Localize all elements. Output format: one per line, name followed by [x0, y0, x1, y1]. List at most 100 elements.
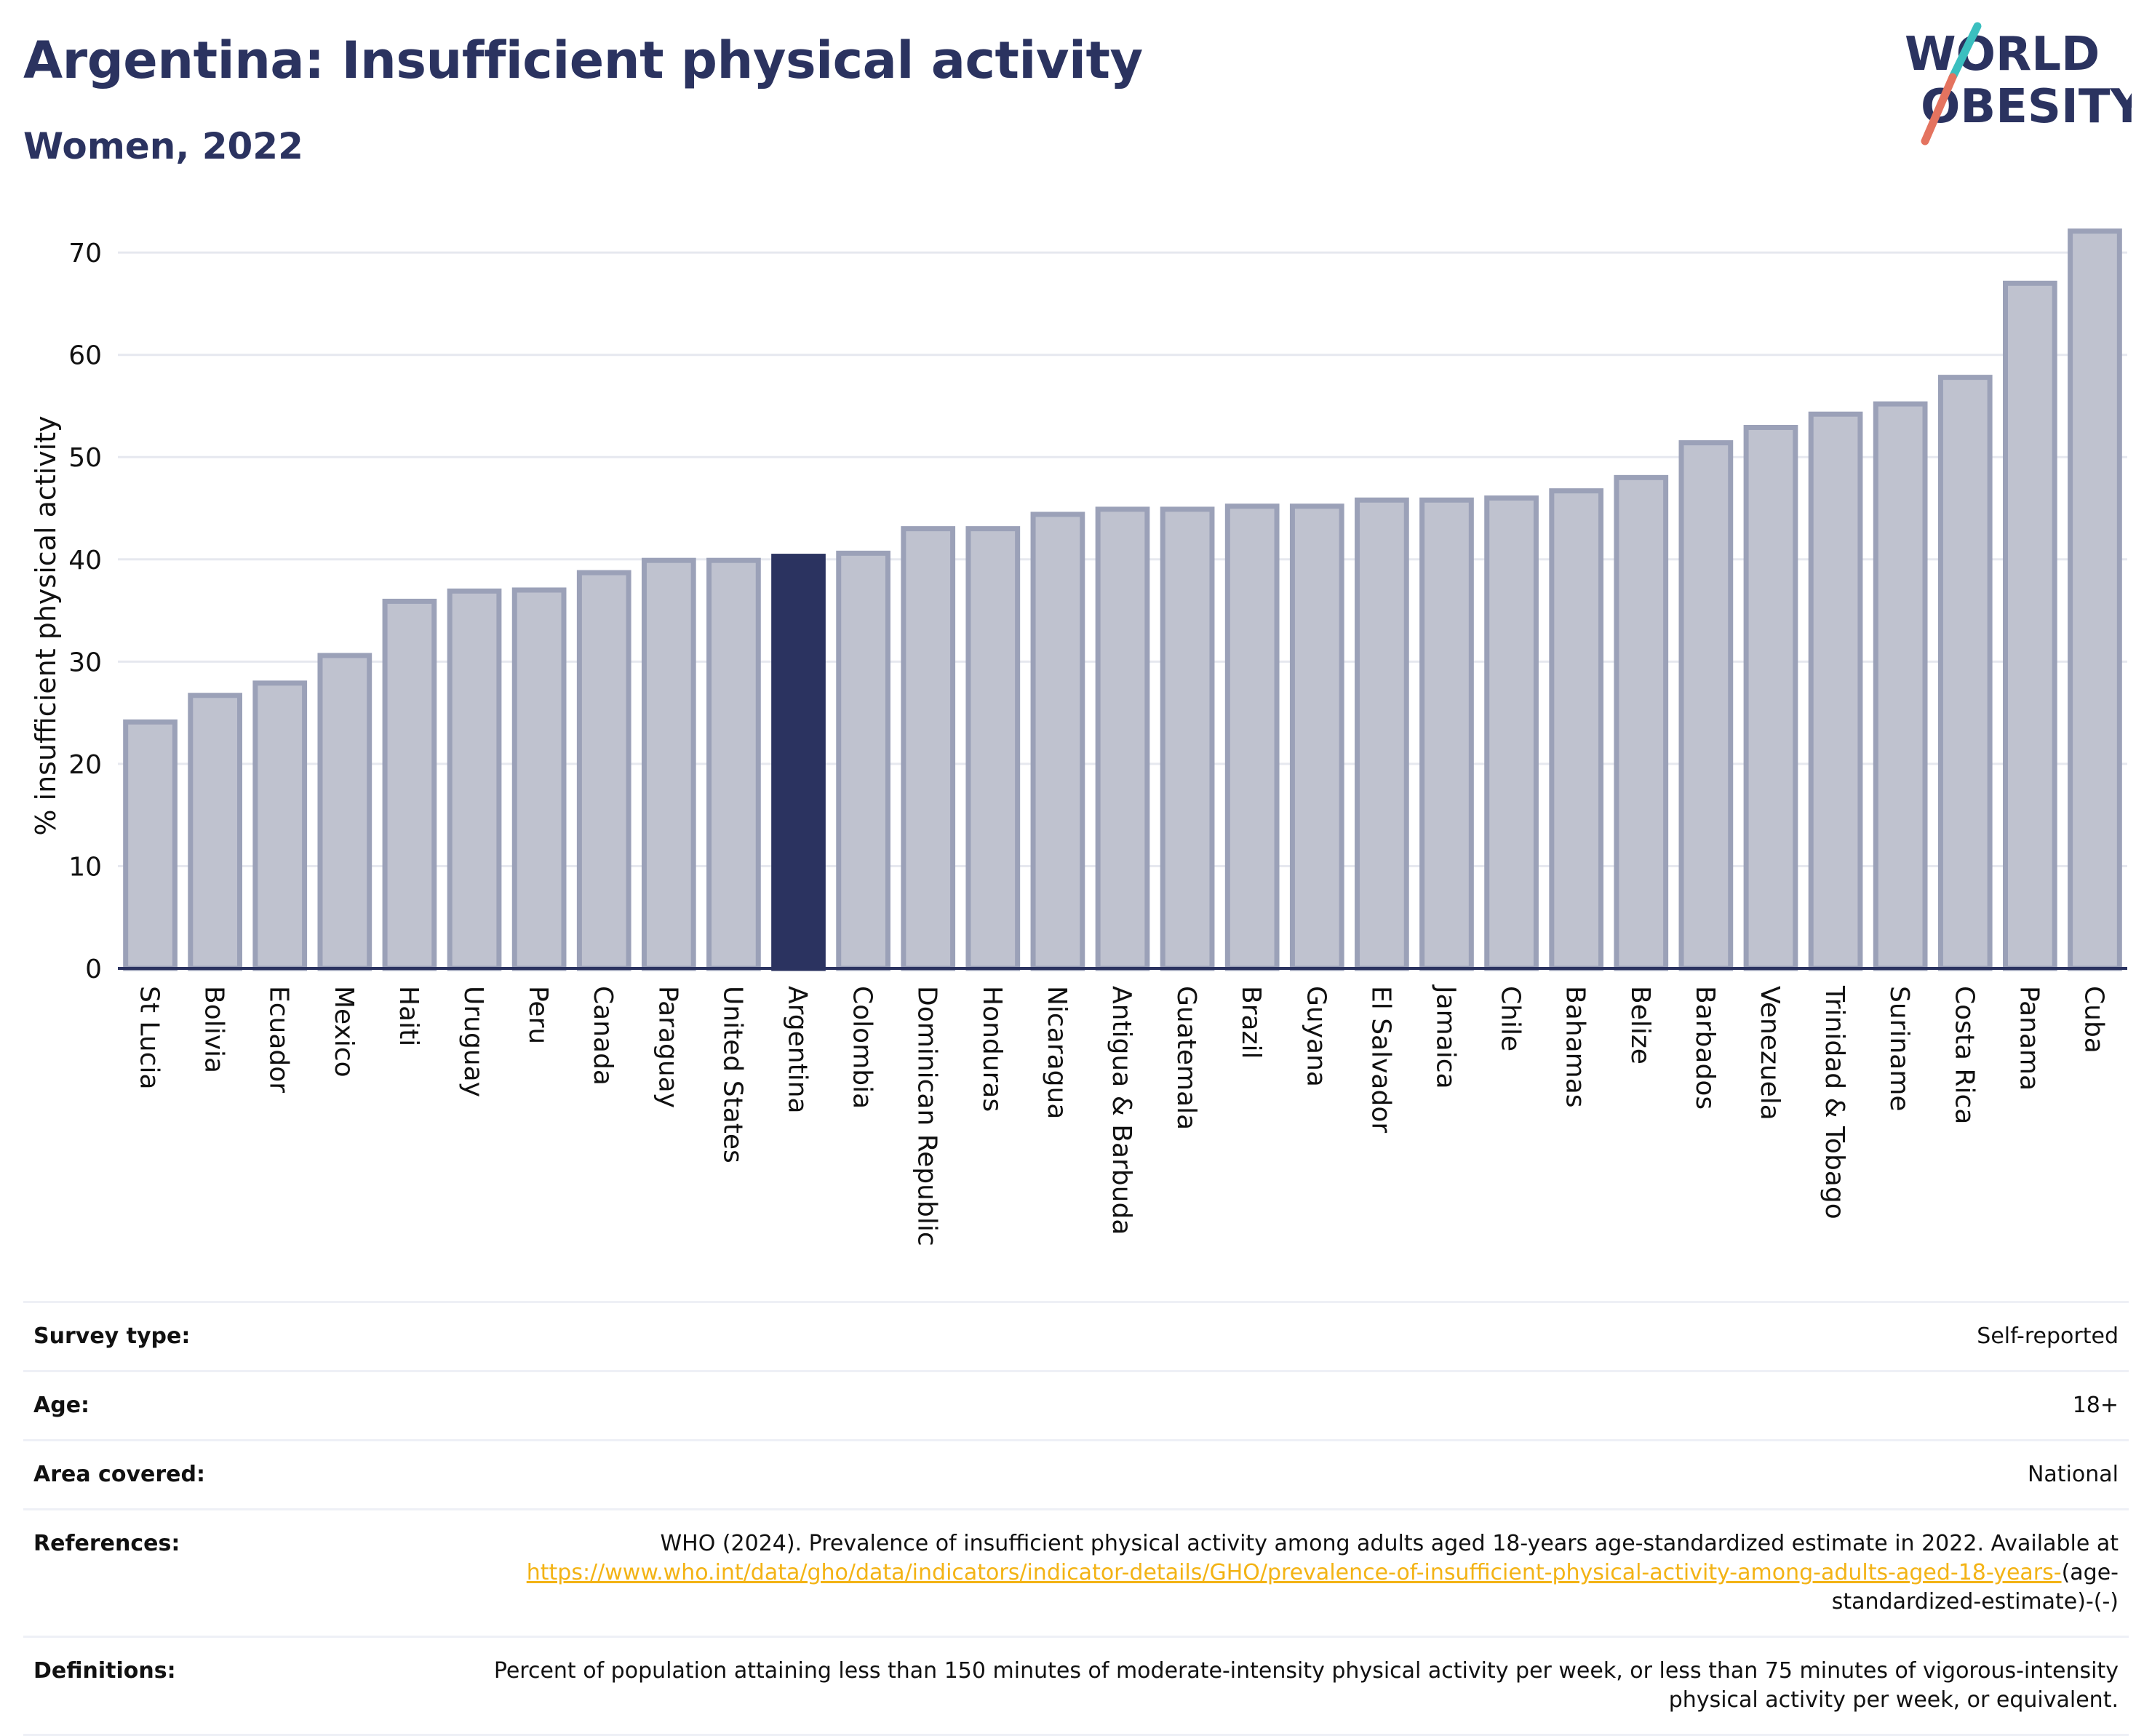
- y-axis-label: % insufficient physical activity: [30, 415, 62, 835]
- x-tick-label: Bahamas: [1561, 986, 1590, 1108]
- bar-bahamas: [1549, 488, 1604, 971]
- x-tick-label: Mexico: [329, 986, 359, 1078]
- x-tick-label: Brazil: [1236, 986, 1266, 1059]
- age-value: 18+: [2072, 1393, 2119, 1418]
- bar-belize: [1614, 474, 1669, 971]
- x-tick-label: Bolivia: [199, 986, 229, 1073]
- bar-argentina: [771, 554, 826, 971]
- definitions-value: Percent of population attaining less tha…: [493, 1658, 2119, 1713]
- y-tick-label: 0: [85, 955, 102, 984]
- bar-bolivia: [188, 693, 243, 971]
- bar-paraguay: [641, 557, 696, 971]
- bar-mexico: [317, 653, 372, 971]
- x-tick-label: United States: [717, 986, 747, 1163]
- y-tick-label: 40: [68, 546, 102, 576]
- x-tick-label: Uruguay: [458, 986, 488, 1097]
- bar-costa-rica: [1937, 375, 1993, 971]
- x-tick-label: Venezuela: [1755, 986, 1785, 1120]
- x-tick-label: Panama: [2014, 986, 2044, 1091]
- y-tick-label: 60: [68, 341, 102, 371]
- x-tick-label: Peru: [523, 986, 553, 1044]
- bar-chile: [1484, 495, 1539, 971]
- age-label: Age:: [33, 1393, 90, 1418]
- references-suffix: (age-standardized-estimate)-(-): [1831, 1560, 2119, 1614]
- y-tick-label: 70: [68, 239, 102, 268]
- x-tick-label: Argentina: [783, 986, 813, 1114]
- x-tick-label: Barbados: [1690, 986, 1720, 1110]
- bar-panama: [2002, 280, 2057, 971]
- axes: 0 10 20 30 40 50 60 70 St Lucia Bolivia Ecuador Mex…: [68, 239, 2127, 1246]
- bar-el-salvador: [1355, 497, 1409, 971]
- x-tick-label: Jamaica: [1430, 984, 1460, 1089]
- x-tick-label: Trinidad & Tobago: [1820, 985, 1849, 1219]
- bar-st-lucia: [123, 719, 178, 971]
- bar-haiti: [382, 598, 437, 971]
- survey-type-value: Self-reported: [1977, 1323, 2119, 1349]
- x-tick-label: Colombia: [848, 986, 877, 1109]
- x-tick-label: Antigua & Barbuda: [1107, 986, 1136, 1235]
- x-tick-label: Paraguay: [653, 986, 682, 1108]
- logo-slash-bottom: [1921, 73, 1957, 146]
- y-tick-label: 30: [68, 648, 102, 677]
- definitions-label: Definitions:: [33, 1658, 176, 1684]
- x-tick-label: Belize: [1625, 986, 1655, 1064]
- bar-guatemala: [1160, 506, 1215, 971]
- bar-trinidad-tobago: [1808, 411, 1863, 971]
- bar-united-states: [706, 557, 761, 971]
- page-title: Argentina: Insufficient physical activit…: [23, 31, 1143, 90]
- x-tick-label: Honduras: [977, 986, 1007, 1112]
- bar-cuba: [2068, 228, 2122, 971]
- x-tick-label: Nicaragua: [1042, 986, 1072, 1119]
- references-label: References:: [33, 1531, 180, 1556]
- y-tick-label: 10: [68, 852, 102, 882]
- bar-dominican-republic: [901, 526, 956, 971]
- references-value: WHO (2024). Prevalence of insufficient p…: [445, 1529, 2119, 1617]
- x-tick-label: El Salvador: [1366, 986, 1395, 1133]
- references-link[interactable]: https://www.who.int/data/gho/data/indica…: [526, 1560, 2062, 1585]
- area-covered-label: Area covered:: [33, 1462, 205, 1487]
- area-covered-value: National: [2027, 1462, 2119, 1487]
- x-tick-label: Chile: [1496, 986, 1526, 1051]
- x-tick-label: Guatemala: [1171, 986, 1201, 1130]
- logo-line1: WORLD: [1905, 28, 2100, 81]
- y-tick-label: 20: [68, 750, 102, 780]
- bar-uruguay: [447, 588, 502, 971]
- x-tick-label: Guyana: [1301, 986, 1331, 1087]
- world-obesity-logo: WORLD OBESITY: [1905, 22, 2132, 146]
- info-row-references: References: WHO (2024). Prevalence of in…: [23, 1508, 2129, 1636]
- info-row-definitions: Definitions: Percent of population attai…: [23, 1636, 2129, 1736]
- bar-venezuela: [1743, 424, 1798, 971]
- x-tick-label: St Lucia: [135, 986, 164, 1090]
- info-row-survey-type: Survey type: Self-reported: [23, 1301, 2129, 1370]
- info-row-area: Area covered: National: [23, 1439, 2129, 1508]
- x-tick-label: Dominican Republic: [912, 986, 942, 1246]
- logo-line2: OBESITY: [1921, 80, 2132, 134]
- x-tick-label: Cuba: [2079, 986, 2108, 1054]
- bar-antigua-barbuda: [1095, 506, 1150, 971]
- bar-nicaragua: [1030, 511, 1085, 971]
- bar-peru: [511, 587, 567, 971]
- logo-slash-top: [1948, 22, 1982, 81]
- bar-canada: [576, 570, 631, 971]
- bar-barbados: [1678, 440, 1734, 971]
- y-tick-label: 50: [68, 443, 102, 473]
- bar-suriname: [1873, 401, 1928, 971]
- bar-jamaica: [1419, 497, 1474, 971]
- bars: [123, 228, 2122, 971]
- x-tick-label: Suriname: [1884, 986, 1914, 1112]
- x-tick-label: Costa Rica: [1949, 986, 1979, 1124]
- bar-ecuador: [252, 680, 308, 971]
- info-table: Survey type: Self-reported Age: 18+ Area…: [23, 1301, 2129, 1736]
- x-tick-label: Canada: [588, 986, 618, 1086]
- survey-type-label: Survey type:: [33, 1323, 191, 1349]
- references-text: WHO (2024). Prevalence of insufficient p…: [660, 1531, 2119, 1556]
- page-subtitle: Women, 2022: [23, 125, 303, 167]
- x-tick-label: Haiti: [394, 986, 423, 1046]
- bar-honduras: [965, 526, 1021, 971]
- bar-brazil: [1224, 503, 1280, 971]
- bar-colombia: [836, 550, 890, 971]
- info-row-age: Age: 18+: [23, 1370, 2129, 1439]
- bar-guyana: [1289, 503, 1344, 971]
- bar-chart: 0 10 20 30 40 50 60 70 St Lucia Bolivia Ecuador Mex…: [30, 228, 2127, 1246]
- x-tick-label: Ecuador: [264, 986, 294, 1093]
